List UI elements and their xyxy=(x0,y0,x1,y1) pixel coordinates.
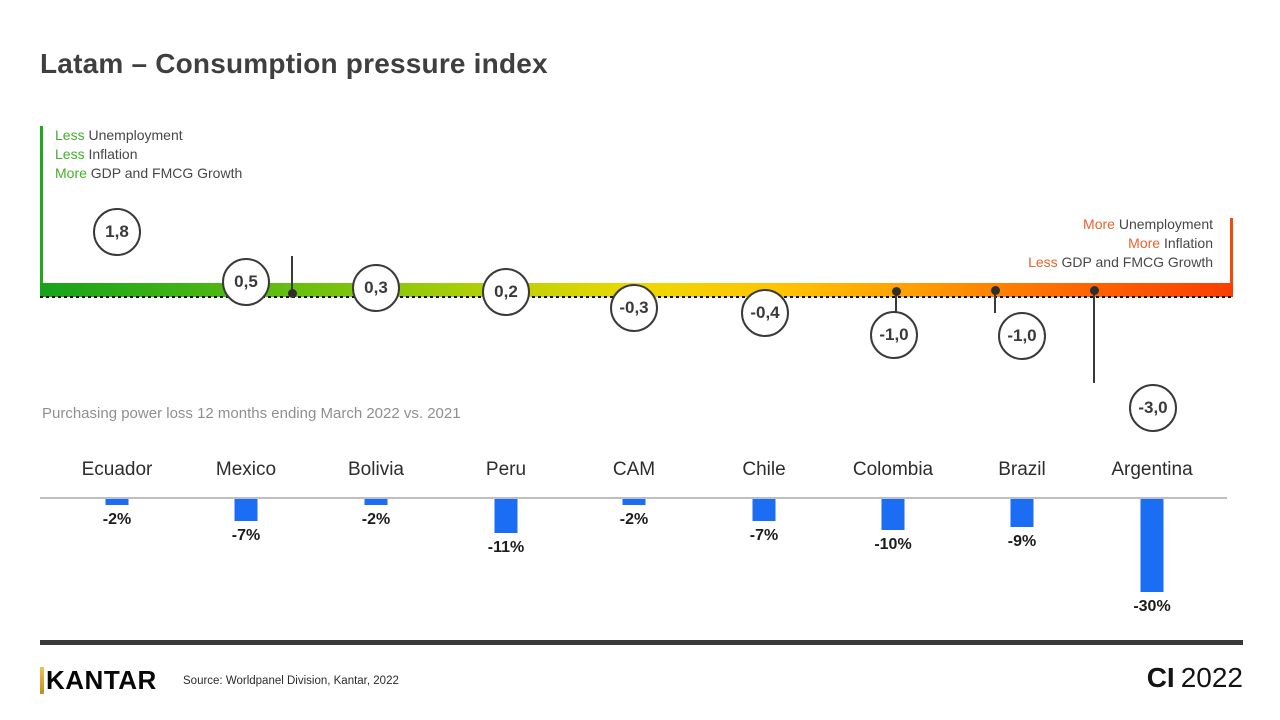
legend-text: Unemployment xyxy=(84,127,183,143)
index-circle-peru: 0,2 xyxy=(482,268,530,316)
footer-divider xyxy=(40,640,1243,645)
legend-negative-line-2: More Inflation xyxy=(1028,234,1213,253)
legend-highlight: More xyxy=(1083,216,1115,232)
loss-bar-ecuador xyxy=(105,499,129,505)
legend-highlight: More xyxy=(1128,235,1161,251)
country-label-cam: CAM xyxy=(612,459,656,480)
legend-positive-line-1: Less Unemployment xyxy=(55,126,242,145)
page-title: Latam – Consumption pressure index xyxy=(40,48,548,79)
legend-positive: Less Unemployment Less Inflation More GD… xyxy=(55,126,242,183)
legend-highlight: Less xyxy=(55,146,85,162)
kantar-logo-wordmark: KANTAR xyxy=(46,665,157,695)
loss-bar-bolivia xyxy=(364,499,388,505)
legend-highlight: Less xyxy=(1028,254,1058,270)
index-circle-cam: -0,3 xyxy=(610,284,658,332)
legend-text: GDP and FMCG Growth xyxy=(86,165,243,181)
legend-text: GDP and FMCG Growth xyxy=(1057,254,1213,270)
loss-value-cam: -2% xyxy=(619,511,649,528)
loss-bar-colombia xyxy=(881,499,905,530)
country-label-chile: Chile xyxy=(742,459,786,480)
marker-stem-argentina xyxy=(1093,290,1095,383)
country-label-mexico: Mexico xyxy=(215,459,277,480)
kantar-logo: KANTAR xyxy=(40,665,157,695)
legend-positive-line-2: Less Inflation xyxy=(55,145,242,164)
bar-chart-subtitle: Purchasing power loss 12 months ending M… xyxy=(42,405,461,422)
legend-negative-line-1: More Unemployment xyxy=(1028,215,1213,234)
country-label-argentina: Argentina xyxy=(1111,459,1193,480)
index-circle-ecuador: 1,8 xyxy=(93,208,141,256)
index-circle-brazil: -1,0 xyxy=(998,312,1046,360)
index-circle-mexico: 0,5 xyxy=(222,258,270,306)
legend-text: Inflation xyxy=(84,146,138,162)
legend-text: Unemployment xyxy=(1114,216,1213,232)
green-axis-line xyxy=(40,126,43,284)
index-circle-argentina: -3,0 xyxy=(1129,384,1177,432)
marker-dot-colombia xyxy=(891,286,901,296)
legend-positive-line-3: More GDP and FMCG Growth xyxy=(55,164,242,183)
marker-stem-brazil xyxy=(994,290,996,313)
loss-bar-argentina xyxy=(1140,499,1164,592)
loss-bar-peru xyxy=(494,499,518,533)
loss-value-peru: -11% xyxy=(487,539,525,556)
loss-value-brazil: -9% xyxy=(1007,533,1037,550)
loss-value-mexico: -7% xyxy=(231,527,261,544)
legend-highlight: More xyxy=(55,165,87,181)
ci-2022-badge: CI 2022 xyxy=(1147,662,1243,694)
loss-value-ecuador: -2% xyxy=(102,511,132,528)
loss-value-chile: -7% xyxy=(749,527,779,544)
source-note: Source: Worldpanel Division, Kantar, 202… xyxy=(183,675,399,687)
loss-bar-mexico xyxy=(234,499,258,521)
loss-value-bolivia: -2% xyxy=(361,511,391,528)
ci-badge-initials: CI xyxy=(1146,662,1175,693)
loss-bar-cam xyxy=(622,499,646,505)
legend-highlight: Less xyxy=(55,127,85,143)
index-circle-colombia: -1,0 xyxy=(870,311,918,359)
loss-value-argentina: -30% xyxy=(1133,598,1171,615)
loss-value-colombia: -10% xyxy=(874,536,912,553)
bar-chart-axis xyxy=(40,497,1227,499)
legend-negative-line-3: Less GDP and FMCG Growth xyxy=(1028,253,1213,272)
index-circle-chile: -0,4 xyxy=(741,289,789,337)
loss-bar-brazil xyxy=(1010,499,1034,527)
marker-dot-argentina xyxy=(1089,285,1099,295)
index-circle-bolivia: 0,3 xyxy=(352,264,400,312)
red-axis-line xyxy=(1230,218,1233,284)
country-label-brazil: Brazil xyxy=(998,459,1046,480)
kantar-logo-gold-mark xyxy=(40,667,44,694)
marker-dot-brazil xyxy=(990,285,1000,295)
ci-badge-year: 2022 xyxy=(1180,662,1243,693)
country-label-peru: Peru xyxy=(485,459,527,480)
country-label-colombia: Colombia xyxy=(852,459,934,480)
loss-bar-chile xyxy=(752,499,776,521)
country-label-ecuador: Ecuador xyxy=(81,459,153,480)
legend-negative: More Unemployment More Inflation Less GD… xyxy=(1028,215,1213,272)
marker-stem-colombia xyxy=(895,291,897,312)
legend-text: Inflation xyxy=(1160,235,1213,251)
marker-stem-mexico xyxy=(291,256,293,293)
country-label-bolivia: Bolivia xyxy=(348,459,404,480)
marker-dot-mexico xyxy=(287,288,297,298)
